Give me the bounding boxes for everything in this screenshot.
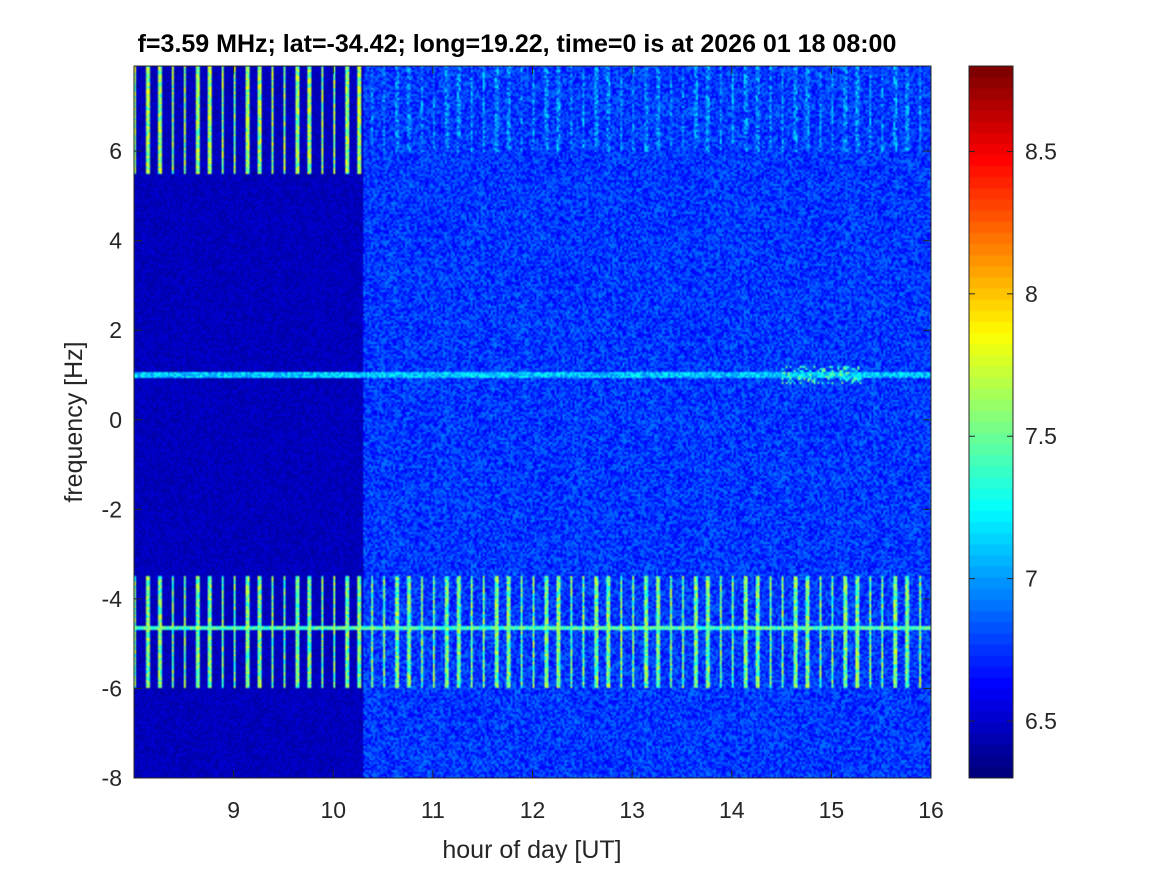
spectrogram-heatmap — [134, 66, 931, 778]
y-axis-ticks: -8 -6 -4 -2 0 2 4 6 — [102, 138, 931, 791]
x-axis-label: hour of day [UT] — [442, 836, 621, 864]
colorbar-tick-label: 6.5 — [1025, 708, 1057, 734]
y-tick-label: -4 — [102, 586, 123, 612]
colorbar-frame — [968, 65, 1014, 779]
x-tick-label: 9 — [227, 797, 240, 823]
plot-area: 9 10 11 12 13 14 15 16 -8 -6 -4 -2 0 2 4 6 — [102, 65, 944, 823]
colorbar: 6.5 7 7.5 8 8.5 — [968, 65, 1057, 779]
x-tick-label: 11 — [421, 797, 445, 823]
x-axis-ticks: 9 10 11 12 13 14 15 16 — [227, 66, 944, 823]
colorbar-tick-label: 8.5 — [1025, 138, 1057, 164]
colorbar-ticks: 6.5 7 7.5 8 8.5 — [969, 138, 1057, 734]
x-tick-label: 16 — [918, 797, 944, 823]
chart-title: f=3.59 MHz; lat=-34.42; long=19.22, time… — [138, 30, 897, 58]
x-tick-label: 15 — [819, 797, 845, 823]
y-tick-label: -2 — [102, 496, 122, 522]
colorbar-gradient — [969, 66, 1013, 778]
colorbar-tick-label: 8 — [1025, 281, 1038, 307]
y-axis-label: frequency [Hz] — [60, 341, 88, 502]
y-tick-label: -8 — [102, 765, 122, 791]
y-tick-label: -6 — [102, 675, 122, 701]
y-tick-label: 0 — [109, 407, 122, 433]
y-tick-label: 4 — [109, 228, 122, 254]
y-tick-label: 6 — [109, 138, 122, 164]
x-tick-label: 14 — [719, 797, 745, 823]
y-tick-label: 2 — [109, 317, 122, 343]
x-tick-label: 13 — [619, 797, 645, 823]
x-tick-label: 10 — [320, 797, 346, 823]
x-tick-label: 12 — [520, 797, 546, 823]
colorbar-tick-label: 7 — [1025, 566, 1038, 592]
colorbar-tick-label: 7.5 — [1025, 423, 1057, 449]
